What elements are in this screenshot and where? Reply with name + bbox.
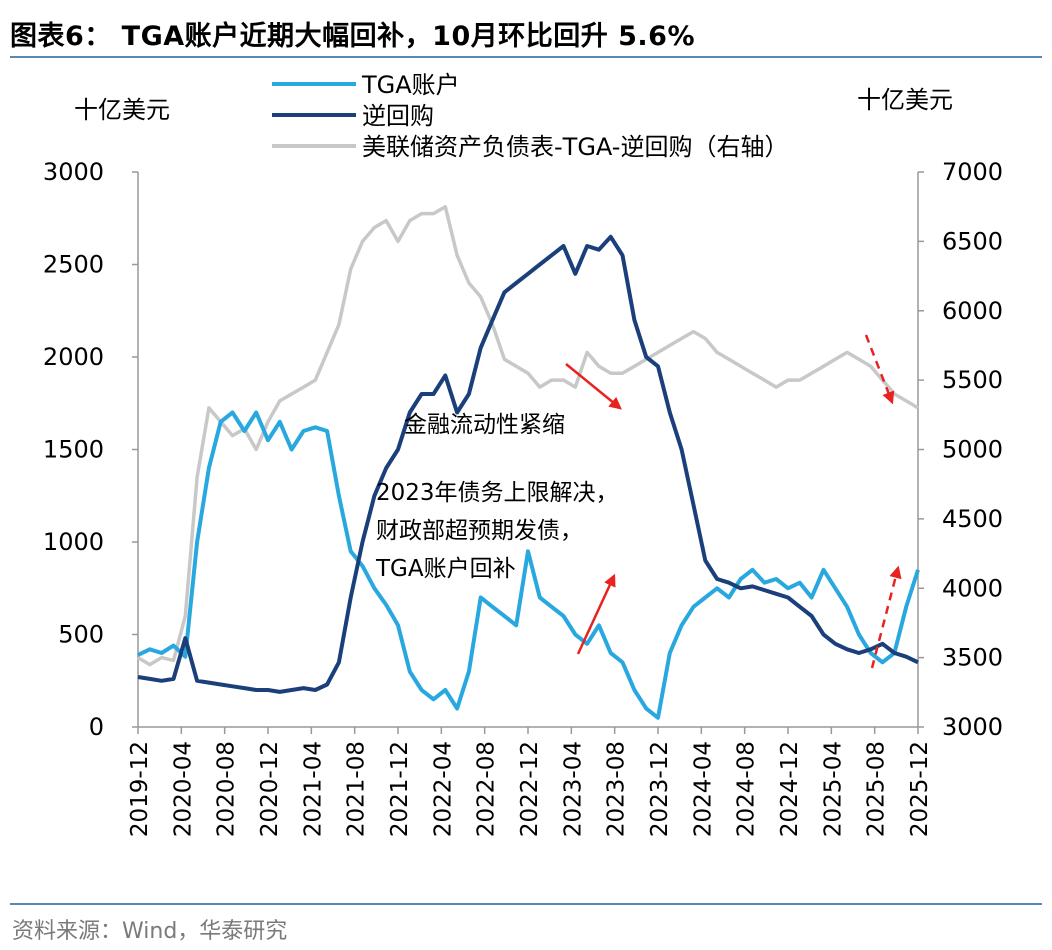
x-tick-label: 2021-12 (387, 741, 413, 837)
legend-label: 逆回购 (362, 102, 434, 130)
right-tick-label: 5000 (942, 436, 1003, 464)
x-tick-label: 2021-04 (300, 741, 326, 837)
right-tick-label: 5500 (942, 366, 1003, 394)
axes: 0 500 1000 1500 2000 2500 3000 3000 3500 4000 4500… (43, 158, 1003, 837)
x-tick-label: 2023-08 (604, 741, 630, 837)
left-tick-label: 2000 (43, 343, 104, 371)
right-tick-label: 6000 (942, 297, 1003, 325)
left-tick-label: 2500 (43, 251, 104, 279)
left-tick-label: 1000 (43, 528, 104, 556)
annotations: 金融流动性紧缩 2023年债务上限解决， 财政部超预期发债， TGA账户回补 (375, 334, 902, 669)
annotation-liquidity: 金融流动性紧缩 (404, 412, 565, 438)
x-tick-label: 2019-12 (127, 741, 153, 837)
rrp-line (137, 234, 919, 694)
x-tick-label: 2025-04 (820, 741, 846, 837)
x-tick-label: 2020-04 (170, 741, 196, 837)
x-tick-label: 2023-12 (647, 741, 673, 837)
arrow-liquidity (565, 363, 622, 410)
annotation-debt-ceiling-line: 2023年债务上限解决， (376, 480, 619, 506)
right-tick-label: 7000 (942, 158, 1003, 186)
title-rule (10, 56, 1042, 58)
x-tick-label: 2024-08 (734, 741, 760, 837)
annotation-debt-ceiling-line: TGA账户回补 (375, 556, 516, 582)
source-note: 资料来源：Wind，华泰研究 (12, 919, 288, 944)
series-group (137, 204, 920, 720)
x-tick-label: 2024-04 (690, 741, 716, 837)
right-tick-label: 3500 (942, 644, 1003, 672)
x-tick-label: 2020-08 (214, 741, 240, 837)
left-axis-unit: 十亿美元 (74, 96, 170, 124)
arrow-tga-rise (870, 565, 902, 669)
x-tick-label: 2025-08 (864, 741, 890, 837)
right-tick-label: 6500 (942, 227, 1003, 255)
x-tick-label: 2025-12 (907, 741, 933, 837)
right-axis-unit: 十亿美元 (857, 86, 953, 114)
x-tick-label: 2023-04 (560, 741, 586, 837)
x-tick-label: 2022-04 (430, 741, 456, 837)
left-tick-label: 3000 (43, 158, 104, 186)
x-tick-label: 2021-08 (344, 741, 370, 837)
chart-title: 图表6： TGA账户近期大幅回补，10月环比回升 5.6% (10, 21, 696, 52)
tga-line (137, 410, 920, 720)
source-rule (10, 903, 1042, 905)
x-tick-label: 2024-12 (777, 741, 803, 837)
left-tick-label: 500 (58, 621, 104, 649)
left-tick-label: 0 (89, 713, 104, 741)
legend-label: 美联储资产负债表-TGA-逆回购（右轴） (362, 133, 788, 161)
fed-balance-line (137, 204, 919, 667)
x-tick-label: 2022-08 (474, 741, 500, 837)
legend-label: TGA账户 (361, 71, 460, 99)
right-tick-label: 4500 (942, 505, 1003, 533)
x-tick-label: 2020-12 (257, 741, 283, 837)
right-tick-label: 3000 (942, 713, 1003, 741)
x-tick-label: 2022-12 (517, 741, 543, 837)
annotation-debt-ceiling-line: 财政部超预期发债， (376, 518, 583, 544)
right-tick-label: 4000 (942, 574, 1003, 602)
arrow-tga-rebuild (576, 573, 616, 655)
arrow-fed-decline (864, 334, 895, 405)
left-tick-label: 1500 (43, 436, 104, 464)
